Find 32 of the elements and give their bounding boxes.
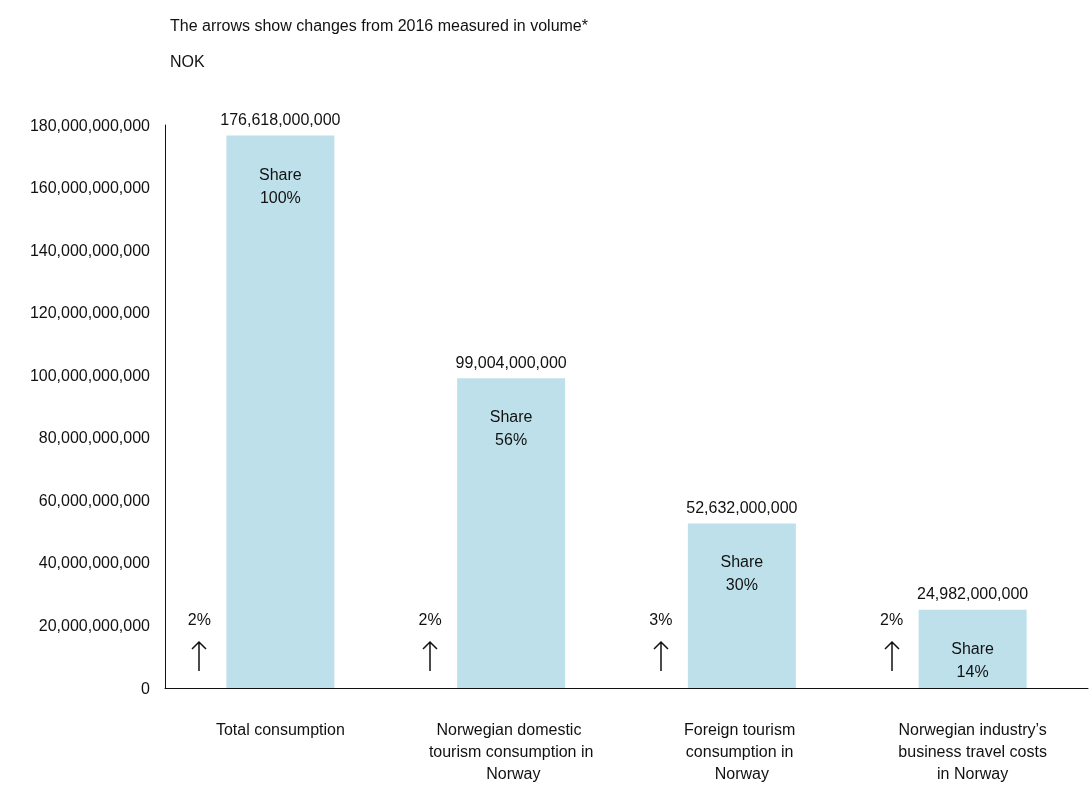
bar [918, 609, 1027, 688]
bar [457, 378, 566, 688]
y-tick-label: 180,000,000,000 [29, 116, 151, 134]
y-tick-label: 160,000,000,000 [29, 179, 151, 197]
data-label: 99,004,000,000 [455, 353, 567, 371]
y-tick-label: 20,000,000,000 [38, 616, 151, 634]
annotation: Share 100% [259, 164, 302, 208]
x-tick-label: Norwegian industry’s business travel costs in Norway [893, 720, 1052, 782]
chart-title: The arrows show changes from 2016 measured in volume* [170, 16, 588, 34]
annotation: Share 56% [489, 407, 533, 451]
bar [226, 135, 335, 688]
annotation: 3% [649, 611, 673, 629]
y-tick-label: 40,000,000,000 [38, 554, 151, 572]
data-label: 52,632,000,000 [686, 498, 798, 516]
annotation: Share 30% [720, 552, 764, 596]
annotation: 2% [187, 611, 211, 629]
y-tick-label: 60,000,000,000 [38, 491, 151, 509]
y-tick-label: 120,000,000,000 [29, 304, 151, 322]
y-tick-label: 80,000,000,000 [38, 429, 151, 447]
annotation: 2% [418, 611, 442, 629]
annotation: 2% [880, 611, 904, 629]
data-label: 176,618,000,000 [220, 111, 341, 129]
x-tick-label: Norwegian domestic tourism consumption in Norway [428, 720, 594, 782]
x-tick-label: Foreign tourism consumption in Norway [684, 720, 800, 782]
annotation: Share 14% [951, 638, 994, 682]
y-tick-label: 0 [141, 679, 151, 697]
y-axis-title: NOK [170, 52, 205, 70]
y-tick-label: 140,000,000,000 [29, 241, 151, 259]
bar [687, 523, 796, 688]
x-tick-label: Total consumption [215, 720, 345, 738]
y-tick-label: 100,000,000,000 [29, 366, 151, 384]
data-label: 24,982,000,000 [917, 585, 1029, 603]
